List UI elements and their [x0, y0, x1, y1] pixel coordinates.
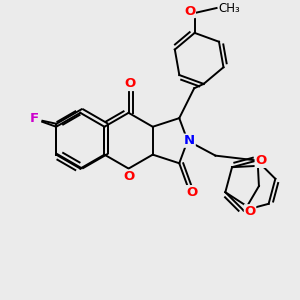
Text: O: O: [244, 205, 256, 218]
Text: F: F: [30, 112, 39, 126]
Text: O: O: [124, 77, 135, 90]
Text: N: N: [184, 134, 195, 147]
Text: O: O: [184, 4, 195, 17]
Text: O: O: [123, 170, 134, 183]
Text: CH₃: CH₃: [219, 2, 240, 14]
Text: F: F: [30, 112, 39, 125]
Text: O: O: [187, 186, 198, 199]
Text: O: O: [255, 154, 266, 167]
